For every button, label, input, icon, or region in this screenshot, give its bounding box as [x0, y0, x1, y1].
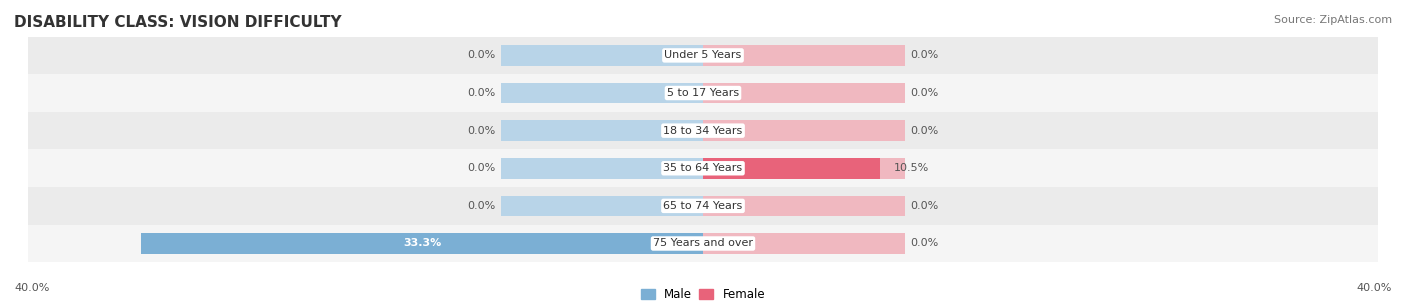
Bar [703, 158, 905, 179]
Text: 35 to 64 Years: 35 to 64 Years [664, 163, 742, 173]
Text: Under 5 Years: Under 5 Years [665, 50, 741, 60]
Bar [28, 37, 1378, 74]
Bar [703, 45, 905, 66]
Text: DISABILITY CLASS: VISION DIFFICULTY: DISABILITY CLASS: VISION DIFFICULTY [14, 15, 342, 30]
Text: 0.0%: 0.0% [467, 201, 495, 211]
Text: 75 Years and over: 75 Years and over [652, 239, 754, 249]
Bar [703, 233, 905, 254]
Text: 18 to 34 Years: 18 to 34 Years [664, 126, 742, 136]
Bar [28, 225, 1378, 262]
Bar [28, 149, 1378, 187]
Text: 0.0%: 0.0% [467, 163, 495, 173]
Text: 0.0%: 0.0% [911, 239, 939, 249]
Legend: Male, Female: Male, Female [636, 284, 770, 305]
Bar [501, 196, 703, 216]
Text: 0.0%: 0.0% [467, 88, 495, 98]
Bar [28, 187, 1378, 225]
Bar [703, 120, 905, 141]
Text: 0.0%: 0.0% [467, 50, 495, 60]
Bar [28, 112, 1378, 149]
Text: 0.0%: 0.0% [911, 50, 939, 60]
Bar [141, 233, 703, 254]
Text: 5 to 17 Years: 5 to 17 Years [666, 88, 740, 98]
Text: 40.0%: 40.0% [14, 283, 49, 293]
Text: 10.5%: 10.5% [894, 163, 929, 173]
Text: 0.0%: 0.0% [911, 201, 939, 211]
Bar [703, 158, 880, 179]
Text: 0.0%: 0.0% [467, 126, 495, 136]
Bar [501, 158, 703, 179]
Bar [703, 83, 905, 103]
Text: 40.0%: 40.0% [1357, 283, 1392, 293]
Bar [501, 83, 703, 103]
Text: 0.0%: 0.0% [911, 126, 939, 136]
Bar [28, 74, 1378, 112]
Text: Source: ZipAtlas.com: Source: ZipAtlas.com [1274, 15, 1392, 25]
Bar [501, 233, 703, 254]
Text: 65 to 74 Years: 65 to 74 Years [664, 201, 742, 211]
Bar [703, 196, 905, 216]
Bar [501, 120, 703, 141]
Text: 33.3%: 33.3% [404, 239, 441, 249]
Bar [501, 45, 703, 66]
Text: 0.0%: 0.0% [911, 88, 939, 98]
